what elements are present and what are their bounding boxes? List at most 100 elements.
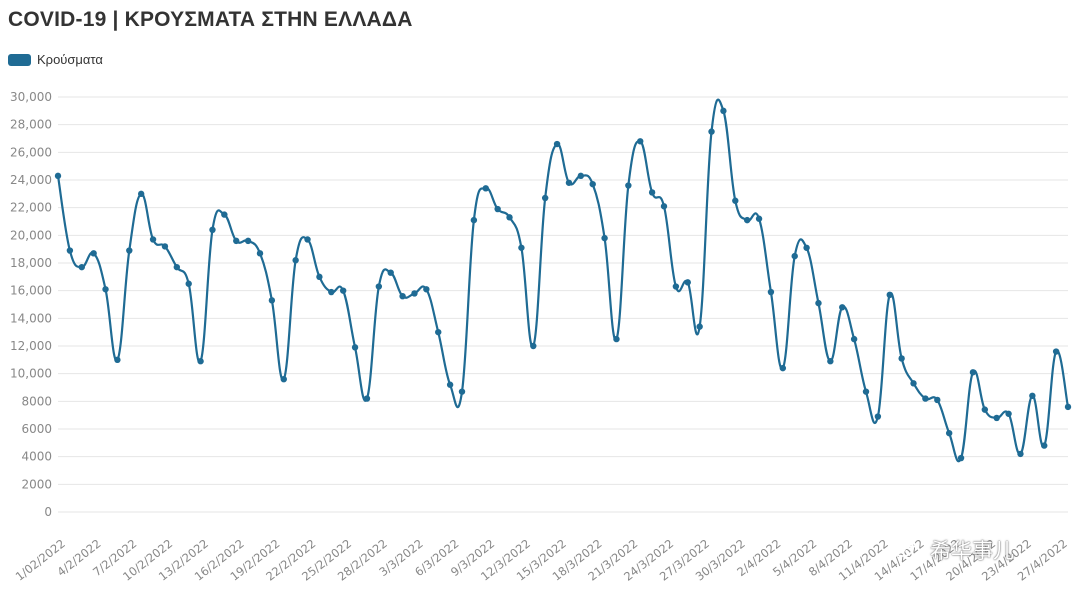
data-point [886, 291, 893, 299]
data-point [1005, 410, 1012, 417]
data-point [934, 396, 941, 404]
data-point [1017, 450, 1024, 458]
y-tick-label: 14,000 [10, 311, 52, 325]
data-point [446, 381, 454, 388]
data-point [506, 214, 513, 221]
data-point [328, 288, 335, 296]
data-point [791, 252, 798, 260]
data-point [779, 364, 787, 372]
data-point [411, 290, 418, 297]
data-point [351, 344, 359, 351]
data-point [969, 369, 977, 376]
data-point [684, 279, 691, 286]
x-tick-label: 1/02/2022 [13, 536, 68, 583]
y-tick-label: 30,000 [10, 90, 52, 104]
data-point [126, 247, 133, 254]
data-point [363, 395, 371, 402]
data-point [720, 107, 727, 115]
data-point [518, 244, 525, 251]
data-point [197, 358, 204, 365]
data-point [1064, 403, 1072, 411]
data-point [910, 380, 917, 387]
data-point [815, 299, 822, 307]
data-point [625, 182, 632, 189]
data-point [114, 356, 121, 364]
legend-label: Κρούσματα [37, 52, 103, 67]
data-point [458, 388, 466, 395]
data-point [767, 288, 775, 296]
data-point [209, 226, 216, 233]
data-point [66, 247, 74, 254]
data-point [530, 342, 537, 350]
data-point [850, 335, 858, 343]
data-point [755, 215, 763, 222]
data-point [387, 269, 394, 276]
data-point [102, 286, 109, 293]
data-point [54, 172, 62, 180]
y-tick-label: 26,000 [10, 145, 52, 159]
y-tick-label: 2000 [21, 477, 52, 491]
data-point [660, 203, 668, 210]
y-axis: 0 2000 4000 6000 8000 10,000 12,000 14,000 16,00… [10, 90, 52, 519]
data-point [541, 194, 549, 202]
data-point [1029, 392, 1036, 399]
series-line [56, 98, 1070, 463]
data-point [1052, 348, 1060, 355]
data-point [743, 216, 751, 224]
data-point [553, 140, 561, 148]
data-point [161, 243, 169, 250]
data-point [601, 234, 608, 242]
y-tick-label: 28,000 [10, 118, 52, 132]
watermark: 希华事儿 [892, 535, 1014, 565]
y-tick-label: 0 [44, 505, 52, 519]
data-point [482, 185, 489, 192]
chart-title: COVID-19 | ΚΡΟΥΣΜΑΤΑ ΣΤΗΝ ΕΛΛΑΔΑ [8, 8, 413, 31]
y-tick-label: 8000 [21, 394, 52, 408]
data-point [494, 205, 501, 213]
data-point [839, 304, 846, 311]
y-tick-label: 16,000 [10, 284, 52, 298]
data-point [233, 237, 240, 245]
data-point [957, 454, 965, 462]
data-point [137, 190, 145, 198]
legend[interactable]: Κρούσματα [8, 52, 103, 67]
data-point [292, 257, 299, 264]
data-point [90, 250, 97, 257]
y-tick-label: 10,000 [10, 367, 52, 381]
wechat-icon [892, 539, 922, 561]
data-point [577, 172, 585, 180]
data-point [672, 283, 680, 290]
data-point [696, 323, 703, 330]
legend-swatch [8, 53, 31, 66]
y-tick-label: 18,000 [10, 256, 52, 270]
data-point [1041, 442, 1048, 449]
data-point [173, 263, 181, 271]
gridlines [58, 96, 1068, 513]
data-point [922, 395, 929, 402]
data-point [945, 429, 953, 437]
data-point [993, 414, 1000, 422]
data-point [874, 413, 882, 420]
y-tick-label: 20,000 [10, 228, 52, 242]
y-tick-label: 6000 [21, 422, 52, 436]
data-point [648, 189, 656, 196]
data-point [149, 236, 157, 243]
data-point [565, 179, 573, 186]
y-tick-label: 22,000 [10, 201, 52, 215]
data-point [256, 250, 264, 257]
data-point [589, 180, 596, 188]
data-point [316, 273, 323, 281]
data-point [637, 138, 644, 145]
data-point [244, 237, 252, 245]
data-point [185, 280, 192, 287]
data-point [981, 406, 989, 413]
data-point [732, 197, 739, 204]
data-point [78, 263, 85, 271]
data-point [708, 128, 715, 135]
data-point [375, 283, 383, 290]
data-point [827, 358, 834, 365]
watermark-text: 希华事儿 [930, 539, 1014, 563]
data-point [803, 244, 810, 251]
data-point [862, 388, 870, 395]
